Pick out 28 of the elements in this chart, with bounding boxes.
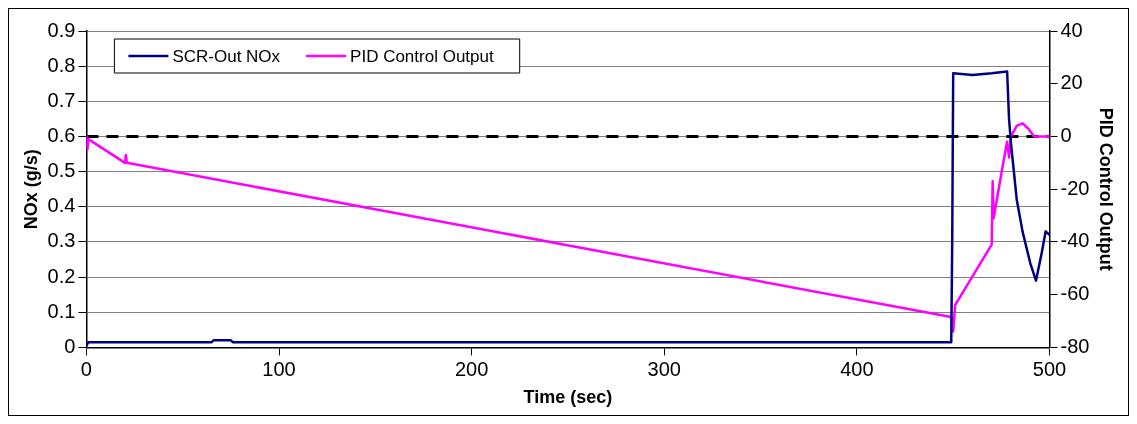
y-tick-label: 0.3 — [47, 229, 76, 252]
legend-label: SCR-Out NOx — [172, 46, 281, 66]
y-tick-label: 0.9 — [47, 18, 76, 41]
y-tick-label: 0.7 — [47, 88, 76, 111]
y2-tick-label: -80 — [1060, 334, 1090, 357]
y-axis-title: NOx (g/s) — [20, 149, 41, 230]
x-tick-label: 300 — [647, 357, 681, 380]
y2-tick-label: -40 — [1060, 229, 1090, 252]
y2-tick-label: -60 — [1060, 282, 1090, 305]
y-tick-label: 0 — [64, 334, 76, 357]
y-tick-label: 0.1 — [47, 299, 76, 322]
y-tick-label: 0.2 — [47, 264, 76, 287]
x-tick-label: 500 — [1032, 357, 1067, 380]
y2-tick-label: 0 — [1060, 123, 1072, 146]
x-tick-label: 100 — [262, 357, 296, 380]
x-tick-label: 200 — [454, 357, 489, 380]
legend-label: PID Control Output — [350, 46, 494, 66]
x-axis-title: Time (sec) — [523, 387, 613, 408]
y-tick-label: 0.4 — [47, 194, 76, 217]
y-tick-label: 0.5 — [47, 159, 76, 182]
y2-tick-label: 40 — [1060, 18, 1083, 41]
y-tick-label: 0.6 — [47, 123, 76, 146]
y2-tick-label: 20 — [1060, 71, 1083, 94]
x-tick-label: 400 — [840, 357, 874, 380]
x-tick-label: 0 — [80, 357, 92, 380]
y2-axis-title: PID Control Output — [1096, 107, 1117, 271]
y2-tick-label: -20 — [1060, 176, 1090, 199]
y-tick-label: 0.8 — [47, 53, 76, 76]
